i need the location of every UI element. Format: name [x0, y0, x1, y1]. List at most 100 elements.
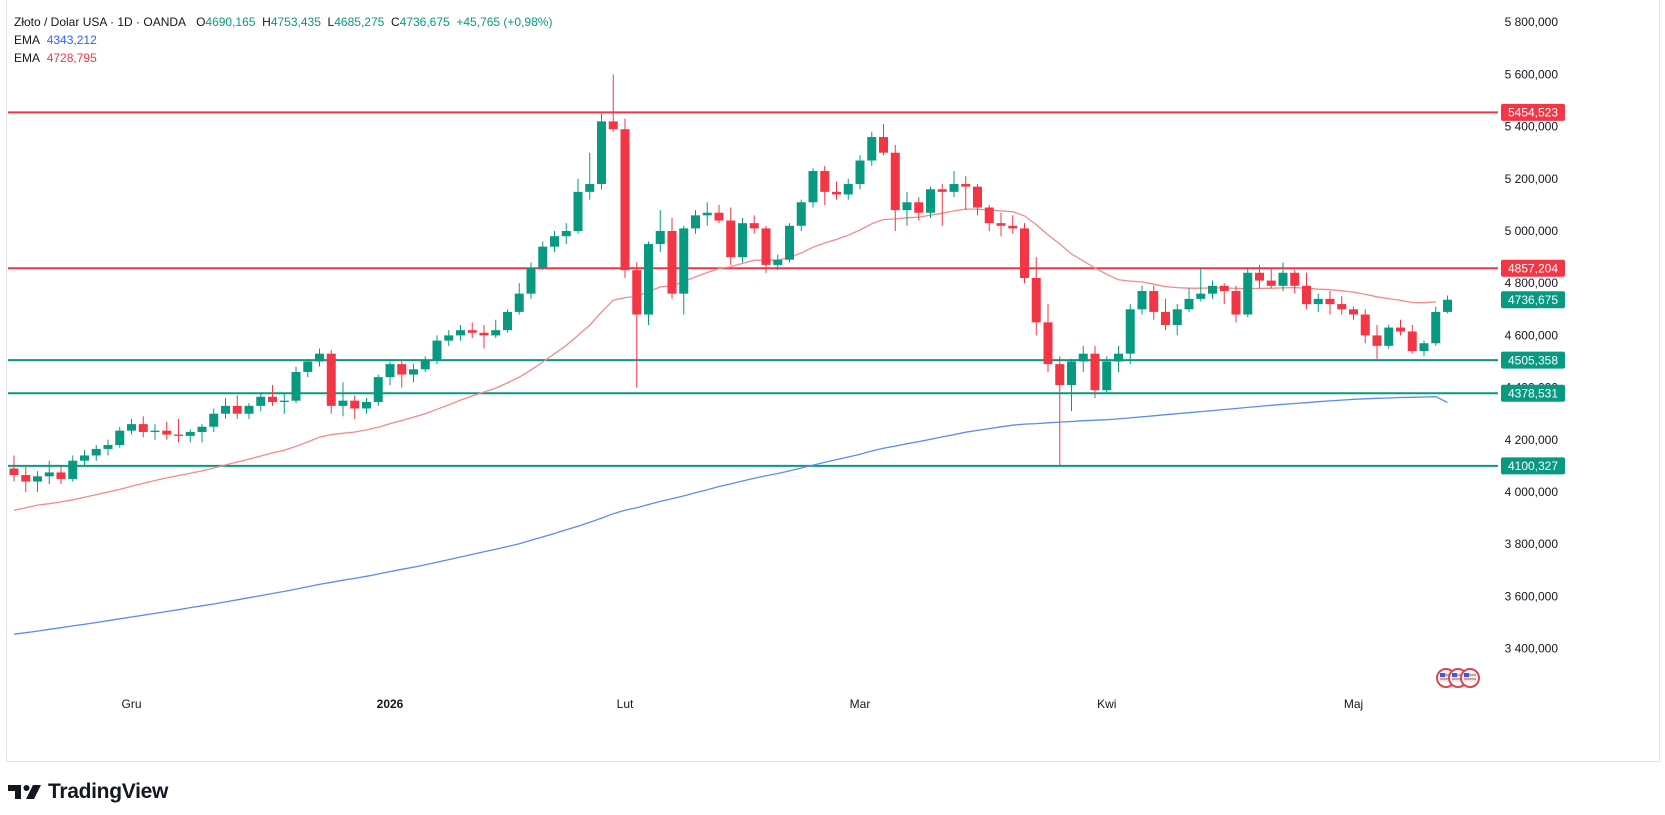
candle [1419, 340, 1429, 357]
candle-body [326, 353, 336, 406]
candle-body [1114, 353, 1123, 362]
candle-body [209, 413, 219, 427]
candle-body [902, 202, 912, 211]
candle [456, 324, 465, 341]
low-value: 4685,275 [334, 15, 385, 29]
candle [315, 348, 324, 367]
candle [644, 241, 653, 325]
candle [961, 176, 971, 211]
candle [867, 131, 877, 166]
candle-body [1008, 225, 1018, 229]
candle-body [456, 330, 465, 336]
candle-body [1290, 272, 1300, 286]
candle-body [667, 231, 677, 294]
candle [268, 384, 277, 406]
candle-body [291, 371, 301, 401]
candle-body [1419, 343, 1429, 352]
candle-body [1137, 291, 1147, 310]
candle-body [1349, 309, 1358, 315]
candle [44, 460, 54, 485]
candle [103, 439, 113, 456]
candle [1031, 257, 1041, 336]
brand-name: TradingView [48, 780, 169, 803]
candle [9, 455, 19, 482]
ema-lines [13, 208, 1448, 635]
candle-body [1337, 304, 1347, 310]
candle-body [162, 430, 172, 435]
candle-body [479, 332, 489, 336]
candle-body [444, 335, 454, 341]
candle [1243, 267, 1253, 318]
candle [432, 335, 442, 365]
candle [174, 418, 183, 443]
candle-body [185, 431, 195, 436]
candle-body [1278, 272, 1288, 286]
candle [526, 262, 536, 299]
ema-fast-row[interactable]: EMA 4728,795 [14, 49, 552, 67]
candle [785, 223, 794, 263]
candle [832, 181, 841, 200]
candle [503, 309, 512, 333]
candle [914, 197, 924, 221]
candle [714, 204, 724, 224]
candle [820, 165, 830, 205]
resistance-price-tag: 5454,523 [1501, 103, 1565, 121]
candle [115, 426, 125, 448]
price-chart[interactable]: 5 800,000 5 600,000 5 400,000 5 200,000 5 00… [0, 0, 1665, 762]
price-tick-label: 3 600,000 [1505, 589, 1559, 603]
candle [1337, 296, 1347, 315]
ema-slow-label: EMA [14, 33, 41, 47]
candle-body [644, 244, 653, 315]
candle [91, 445, 101, 461]
candle [738, 217, 747, 263]
candle [514, 283, 524, 315]
candle [1349, 306, 1358, 320]
candle [373, 374, 383, 406]
candle-body [937, 189, 947, 192]
candle [902, 191, 912, 226]
candle [937, 184, 947, 226]
candle [1020, 223, 1029, 284]
candle-body [890, 152, 900, 211]
ema-slow-row[interactable]: EMA 4343,212 [14, 31, 552, 49]
chart-frame[interactable] [6, 0, 1660, 762]
tradingview-logo[interactable]: TradingView [8, 780, 168, 804]
candle [232, 395, 242, 419]
candle [1325, 291, 1335, 315]
ohlc-row: Złoto / Dolar USA · 1D · OANDA O4690,165… [14, 13, 552, 31]
candle-body [1149, 291, 1159, 312]
candle [890, 144, 900, 231]
candle [655, 210, 665, 252]
candle [197, 424, 207, 443]
candle [1231, 285, 1241, 323]
symbol-title[interactable]: Złoto / Dolar USA · 1D · OANDA [14, 15, 187, 29]
candle [949, 170, 959, 198]
candle-body [1102, 361, 1112, 391]
candle [420, 356, 430, 372]
candle [1149, 285, 1159, 320]
candle-body [350, 400, 360, 409]
candle-body [738, 223, 747, 258]
candle [808, 168, 818, 208]
candle [1219, 283, 1229, 305]
candle [984, 204, 994, 231]
candle-body [1031, 277, 1041, 323]
high-value: 4753,435 [270, 15, 321, 29]
candle [256, 392, 266, 412]
candle-body [1231, 291, 1241, 315]
change-value: +45,765 (+0,98%) [456, 15, 553, 29]
candle-body [749, 223, 759, 229]
candle-body [1431, 311, 1441, 344]
candle-body [550, 236, 559, 247]
date-tick-label: Kwi [1097, 697, 1116, 711]
candle [138, 416, 148, 438]
candle-body [362, 401, 371, 409]
support-price-tag-bg [1501, 351, 1565, 369]
candle [209, 408, 219, 432]
candle [773, 254, 783, 271]
flag-body [1464, 673, 1476, 682]
candle [1255, 264, 1264, 289]
ema-slow-value: 4343,212 [46, 33, 97, 47]
candle-body [409, 369, 418, 375]
low-label: L [327, 15, 335, 29]
